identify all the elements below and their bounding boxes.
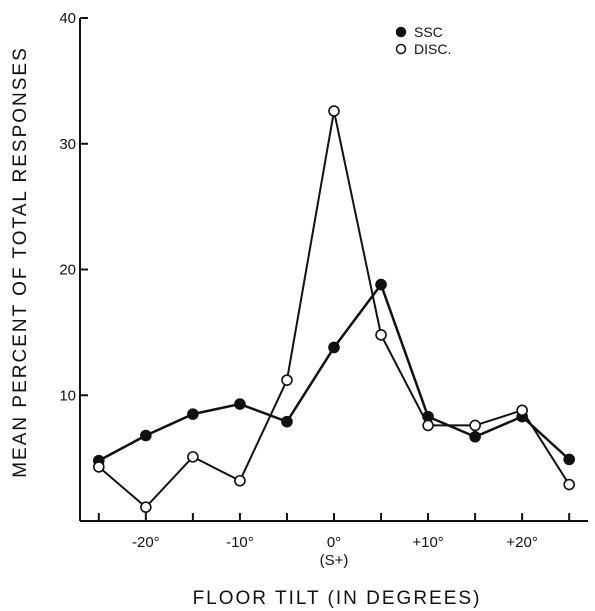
series-disc (93, 105, 575, 513)
data-point (375, 278, 387, 291)
data-point (187, 408, 199, 420)
data-point (328, 341, 340, 354)
y-axis-title: MEAN PERCENT OF TOTAL RESPONSES (10, 46, 31, 478)
data-point (234, 398, 246, 410)
x-axis-title: FLOOR TILT (IN DEGREES) (193, 588, 482, 609)
y-tick-label: 20 (59, 262, 76, 279)
data-point (281, 374, 293, 386)
series-line (98, 281, 571, 462)
x-tick-label: 0° (327, 534, 341, 551)
x-tick-label: +20° (506, 534, 537, 551)
data-point (187, 451, 199, 463)
x-ticks: -20° -10° 0° +10° +20° (S+) (97, 513, 571, 569)
legend-label: SSC (414, 24, 443, 40)
y-ticks: 10 20 30 40 (59, 10, 88, 404)
x-tick-label: -10° (226, 534, 254, 551)
data-point (93, 461, 105, 473)
data-point (469, 419, 481, 432)
x-tick-label: +10° (412, 534, 443, 551)
data-point (140, 501, 152, 513)
y-tick-label: 10 (59, 387, 76, 404)
data-point (281, 415, 293, 428)
x-tick-sublabel: (S+) (320, 552, 349, 569)
data-point (516, 404, 528, 417)
axes (79, 18, 588, 522)
y-tick-label: 30 (59, 136, 76, 153)
data-point (469, 430, 481, 443)
data-point (140, 429, 152, 442)
data-point (563, 453, 575, 466)
legend-marker (395, 26, 407, 38)
data-point (563, 478, 575, 491)
series-ssc (93, 278, 575, 467)
data-point (422, 419, 434, 432)
series-line (98, 110, 571, 509)
series-layer (93, 105, 575, 513)
data-point (328, 105, 340, 117)
legend-marker (395, 43, 407, 55)
data-point (234, 474, 246, 487)
data-point (375, 329, 387, 341)
y-tick-label: 40 (59, 10, 76, 27)
x-tick-label: -20° (132, 534, 160, 551)
legend-label: DISC. (414, 41, 451, 57)
